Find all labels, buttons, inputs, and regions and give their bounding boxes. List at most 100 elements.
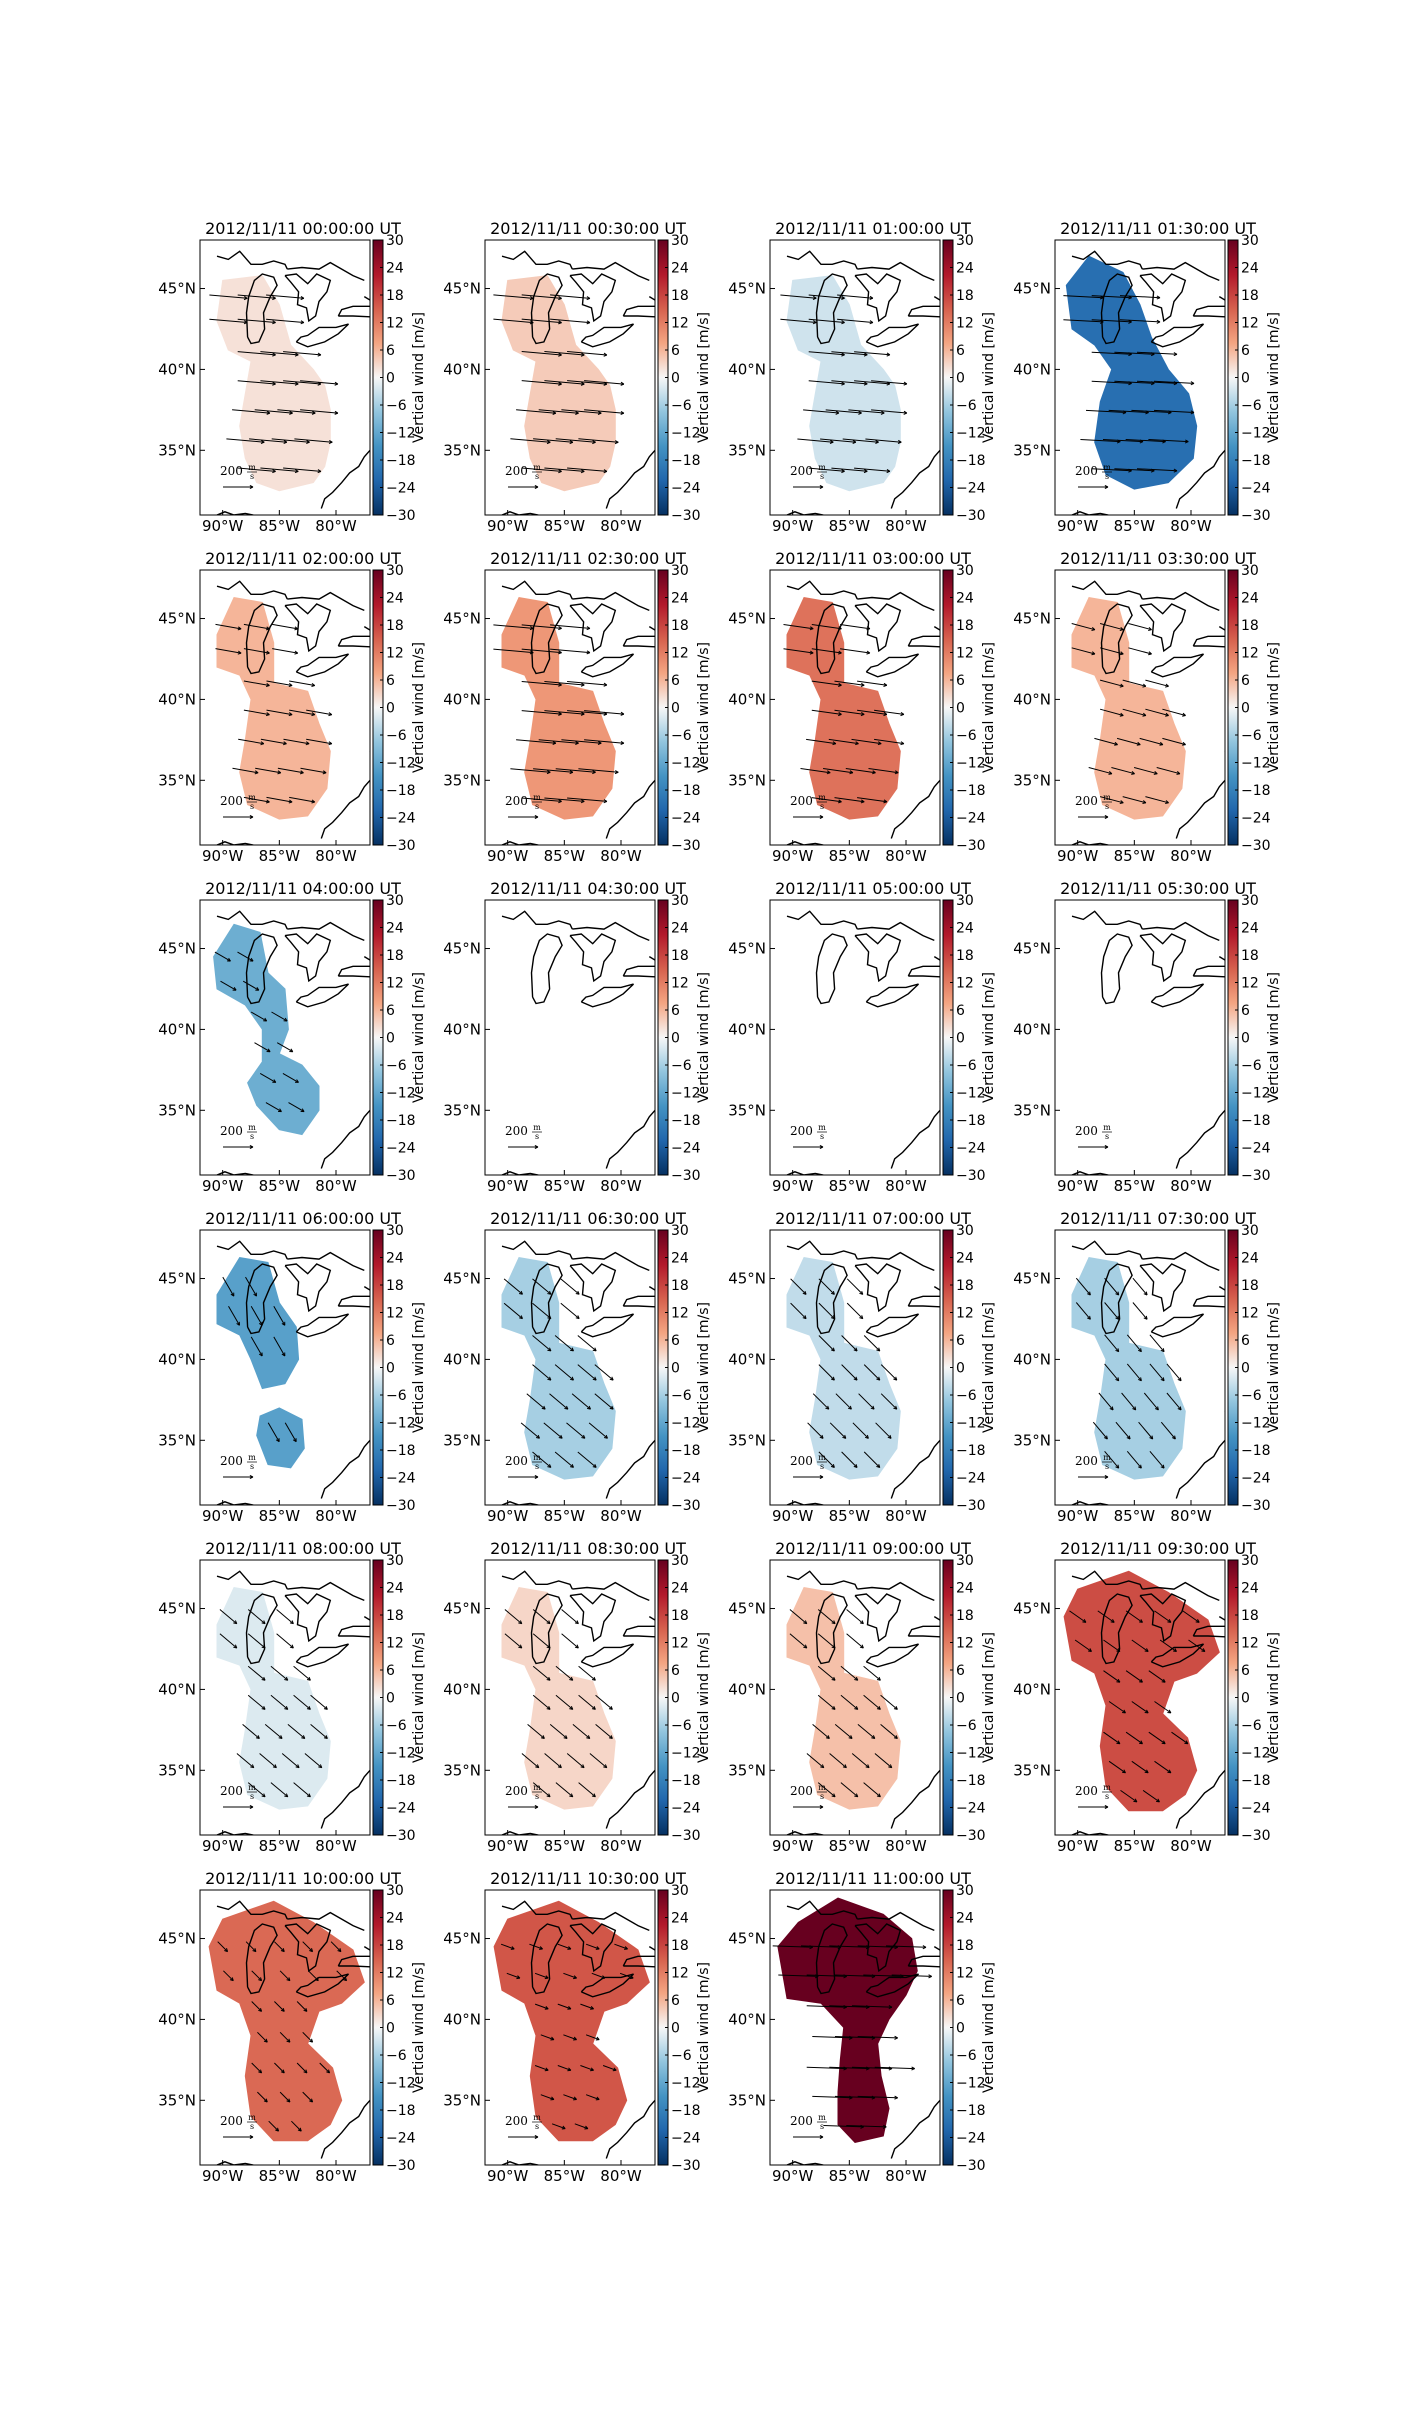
colorbar-tick-label: −6 [671,1718,692,1734]
colorbar-tick-label: −30 [1241,1498,1271,1514]
colorbar-label: Vertical wind [m/s] [981,312,997,443]
wind-arrow-head [1143,1291,1148,1296]
wind-arrow [1104,1277,1120,1296]
colorbar-tick-label: 30 [671,893,689,909]
wind-arrow [578,768,619,773]
wind-arrow [306,709,332,716]
wind-arrow [247,1609,266,1625]
coastline [337,1295,370,1308]
wind-arrow [829,2066,870,2070]
colorbar-tick-label: −24 [386,2131,416,2147]
colorbar-tick-label: 24 [386,591,404,607]
panel-title: 2012/11/11 11:00:00 UT [775,1869,971,1888]
wind-arrow [544,710,585,715]
wind-arrow [808,294,845,299]
wind-arrow-head [326,2069,331,2074]
wind-arrow [584,739,624,744]
colorbar-tick-label: −18 [956,1443,986,1459]
colorbar-tick-label: −30 [956,1168,986,1184]
wind-arrow-head [620,381,625,386]
colorbar-tick-label: 30 [956,1223,974,1239]
coastline [1142,261,1220,282]
wind-arrow [778,1974,819,1977]
wind-arrow [532,1665,551,1681]
scale-unit-den: s [535,472,539,481]
wind-arrow-head [1156,319,1161,324]
coastline [648,956,655,967]
coastline [580,323,634,348]
scale-unit-num: m [1103,793,1111,802]
wind-arrow-head [1165,683,1169,688]
wind-arrow [871,380,907,385]
x-tick-label: 80°W [315,517,357,535]
wind-arrow-head [865,1764,870,1769]
wind-arrow [557,2003,572,2010]
wind-arrow [1104,1450,1120,1469]
coastline [216,580,288,600]
wind-arrow [302,2031,313,2043]
y-tick-label: 45°N [443,610,481,628]
wind-arrow-head [516,1975,521,1980]
x-tick-label: 90°W [772,517,814,535]
scale-unit-den: s [250,1462,254,1471]
colorbar-tick-label: −6 [1241,728,1262,744]
wind-arrow-head [1153,771,1158,775]
wind-arrow [223,1970,234,1982]
wind-arrow-head [624,1946,628,1950]
colorbar-tick-label: −30 [1241,1828,1271,1844]
y-tick-label: 40°N [1013,360,1051,378]
wind-arrow [584,409,624,414]
x-tick-label: 85°W [829,1837,871,1855]
colorbar-tick-label: −12 [1241,756,1271,772]
wind-arrow-head [842,1764,847,1769]
wind-arrow [818,1451,835,1468]
colorbar-tick-label: 30 [1241,893,1259,909]
wind-arrow-head [561,2125,566,2130]
y-tick-label: 35°N [728,1101,766,1119]
wind-arrow-head [928,1974,932,1979]
wind-arrow-head [518,1620,523,1625]
scale-unit-den: s [535,2122,539,2131]
colorbar-label: Vertical wind [m/s] [696,642,712,773]
wind-arrow-head [1122,1769,1126,1774]
colorbar-tick-label: 24 [386,1581,404,1597]
colorbar-tick-label: 6 [386,1333,395,1349]
coastline [890,751,940,839]
plot-frame [1054,1559,1226,1836]
wind-arrow [807,1422,824,1439]
wind-arrow-head [903,381,908,386]
wind-arrow [521,648,562,654]
wind-arrow-head [1144,1648,1149,1652]
coastline [648,1616,655,1627]
colorbar-tick-label: 12 [386,1966,404,1982]
wind-arrow [521,351,562,356]
coastline [287,1911,365,1932]
wind-arrow [266,680,293,686]
wind-arrow-head [869,320,874,325]
wind-arrow-head [229,1977,234,1982]
coastline [605,1741,655,1829]
y-tick-label: 45°N [1013,940,1051,958]
wind-arrow-head [281,1352,286,1357]
wind-arrow [1094,737,1118,746]
y-tick-label: 40°N [443,1680,481,1698]
wind-arrow-head [558,626,562,631]
wind-arrow [790,1278,807,1295]
y-tick-label: 40°N [1013,1020,1051,1038]
colorbar-tick-label: −30 [956,1828,986,1844]
wind-arrow [854,351,890,356]
coastline [1150,1313,1204,1338]
coastline [216,1570,288,1590]
wind-arrow [834,1974,876,1977]
wind-arrow-head [1137,1377,1142,1382]
colorbar-tick-label: −24 [671,1801,701,1817]
y-tick-label: 45°N [443,1930,481,1948]
wind-arrow-head [544,1975,549,1980]
colorbar-label: Vertical wind [m/s] [696,1302,712,1433]
wind-arrow-head [534,1804,539,1810]
wind-arrow-head [609,1376,614,1381]
wind-arrow [273,1305,286,1326]
